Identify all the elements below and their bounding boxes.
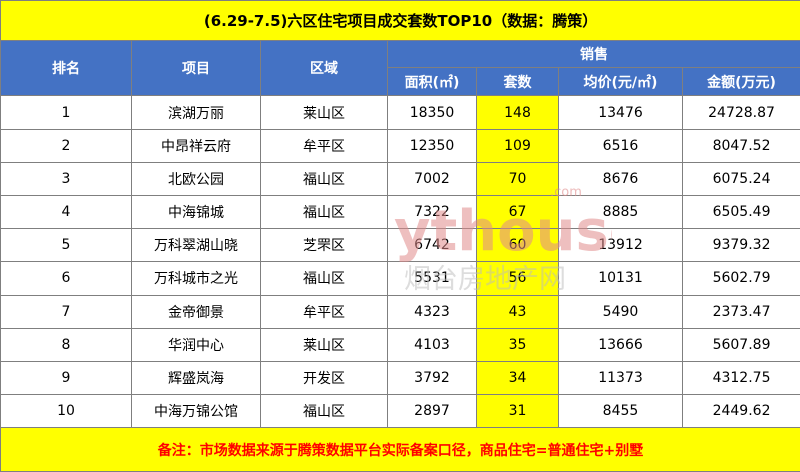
cell-avg-price: 13666 — [558, 327, 683, 362]
table-title: (6.29-7.5)六区住宅项目成交套数TOP10（数据：腾策） — [0, 0, 800, 42]
cell-avg-price: 8885 — [558, 194, 683, 230]
cell-amount: 4312.75 — [681, 360, 800, 396]
cell-project: 北欧公园 — [131, 161, 261, 196]
cell-district: 开发区 — [260, 360, 388, 396]
cell-avg-price: 10131 — [558, 261, 683, 296]
cell-amount: 2449.62 — [681, 394, 800, 429]
cell-district: 莱山区 — [260, 95, 388, 130]
cell-amount: 5602.79 — [681, 261, 800, 296]
table-footnote: 备注：市场数据来源于腾策数据平台实际备案口径，商品住宅=普通住宅+别墅 — [0, 427, 800, 472]
cell-district: 芝罘区 — [260, 228, 388, 263]
cell-amount: 5607.89 — [681, 327, 800, 362]
cell-amount: 6505.49 — [681, 194, 800, 230]
cell-units: 148 — [476, 95, 559, 130]
table-row: 5 万科翠湖山晓 芝罘区 6742 60 13912 9379.32 — [0, 228, 800, 263]
cell-units: 109 — [476, 128, 559, 163]
cell-avg-price: 6516 — [558, 128, 683, 163]
cell-rank: 9 — [0, 360, 132, 396]
header-avg-price: 均价(元/㎡) — [558, 67, 683, 97]
cell-amount: 6075.24 — [681, 161, 800, 196]
cell-district: 福山区 — [260, 194, 388, 230]
header-units: 套数 — [476, 67, 559, 97]
cell-amount: 2373.47 — [681, 294, 800, 329]
cell-avg-price: 5490 — [558, 294, 683, 329]
cell-units: 56 — [476, 261, 559, 296]
header-area: 面积(㎡) — [387, 67, 477, 97]
cell-district: 福山区 — [260, 261, 388, 296]
cell-project: 万科翠湖山晓 — [131, 228, 261, 263]
cell-area: 6742 — [387, 228, 477, 263]
header-project: 项目 — [131, 40, 261, 97]
cell-units: 43 — [476, 294, 559, 329]
cell-project: 中海锦城 — [131, 194, 261, 230]
cell-project: 华润中心 — [131, 327, 261, 362]
cell-rank: 7 — [0, 294, 132, 329]
cell-avg-price: 13476 — [558, 95, 683, 130]
cell-project: 中海万锦公馆 — [131, 394, 261, 429]
table-row: 3 北欧公园 福山区 7002 70 8676 6075.24 — [0, 161, 800, 196]
cell-district: 福山区 — [260, 161, 388, 196]
cell-area: 3792 — [387, 360, 477, 396]
table-row: 6 万科城市之光 福山区 5531 56 10131 5602.79 — [0, 261, 800, 296]
cell-district: 福山区 — [260, 394, 388, 429]
cell-rank: 10 — [0, 394, 132, 429]
cell-project: 中昂祥云府 — [131, 128, 261, 163]
table-row: 4 中海锦城 福山区 7322 67 8885 6505.49 — [0, 194, 800, 230]
cell-district: 莱山区 — [260, 327, 388, 362]
cell-area: 5531 — [387, 261, 477, 296]
cell-amount: 8047.52 — [681, 128, 800, 163]
cell-area: 7322 — [387, 194, 477, 230]
cell-project: 万科城市之光 — [131, 261, 261, 296]
cell-rank: 5 — [0, 228, 132, 263]
cell-units: 34 — [476, 360, 559, 396]
cell-project: 滨湖万丽 — [131, 95, 261, 130]
cell-project: 金帝御景 — [131, 294, 261, 329]
cell-rank: 8 — [0, 327, 132, 362]
cell-avg-price: 8455 — [558, 394, 683, 429]
cell-units: 31 — [476, 394, 559, 429]
cell-rank: 3 — [0, 161, 132, 196]
table-row: 1 滨湖万丽 莱山区 18350 148 13476 24728.87 — [0, 95, 800, 130]
header-amount: 金额(万元) — [681, 67, 800, 97]
cell-avg-price: 13912 — [558, 228, 683, 263]
cell-units: 60 — [476, 228, 559, 263]
cell-area: 18350 — [387, 95, 477, 130]
table-row: 9 辉盛岚海 开发区 3792 34 11373 4312.75 — [0, 360, 800, 396]
header-rank: 排名 — [0, 40, 132, 97]
table-row: 2 中昂祥云府 牟平区 12350 109 6516 8047.52 — [0, 128, 800, 163]
cell-rank: 6 — [0, 261, 132, 296]
header-district: 区域 — [260, 40, 388, 97]
table-row: 7 金帝御景 牟平区 4323 43 5490 2373.47 — [0, 294, 800, 329]
cell-rank: 4 — [0, 194, 132, 230]
cell-project: 辉盛岚海 — [131, 360, 261, 396]
cell-units: 35 — [476, 327, 559, 362]
cell-area: 7002 — [387, 161, 477, 196]
cell-area: 4103 — [387, 327, 477, 362]
cell-units: 67 — [476, 194, 559, 230]
cell-district: 牟平区 — [260, 294, 388, 329]
cell-area: 4323 — [387, 294, 477, 329]
table-row: 8 华润中心 莱山区 4103 35 13666 5607.89 — [0, 327, 800, 362]
cell-area: 12350 — [387, 128, 477, 163]
cell-amount: 24728.87 — [681, 95, 800, 130]
header-sales-group: 销售 — [386, 40, 800, 69]
cell-avg-price: 8676 — [558, 161, 683, 196]
cell-area: 2897 — [387, 394, 477, 429]
table-row: 10 中海万锦公馆 福山区 2897 31 8455 2449.62 — [0, 394, 800, 429]
cell-units: 70 — [476, 161, 559, 196]
cell-avg-price: 11373 — [558, 360, 683, 396]
cell-rank: 2 — [0, 128, 132, 163]
cell-district: 牟平区 — [260, 128, 388, 163]
cell-rank: 1 — [0, 95, 132, 130]
cell-amount: 9379.32 — [681, 228, 800, 263]
